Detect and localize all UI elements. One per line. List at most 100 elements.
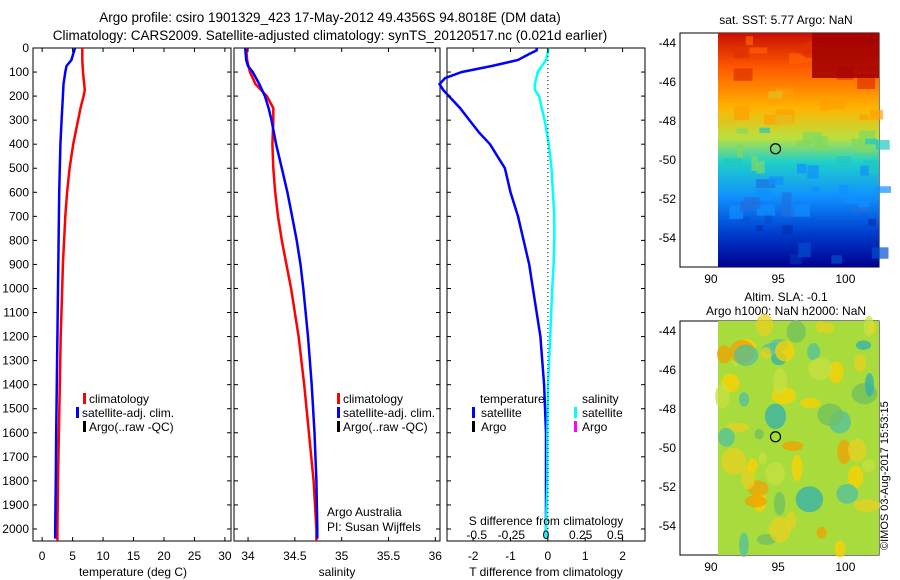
series-line-satellite-adj-clim- xyxy=(53,47,77,539)
map-pixel xyxy=(721,118,734,124)
sst-map-texture xyxy=(721,33,891,265)
map-pixel xyxy=(836,156,852,166)
map-blob xyxy=(775,340,795,362)
map-pixel xyxy=(756,225,763,232)
y-tick-label: 100 xyxy=(9,65,29,79)
map-pixel xyxy=(741,201,761,209)
y-tick-label: 400 xyxy=(9,137,29,151)
map-pixel xyxy=(796,140,812,147)
y-tick-label: 1800 xyxy=(2,474,29,488)
y-tick-label: 300 xyxy=(9,113,29,127)
legend-swatch-sal-satellite xyxy=(574,407,577,418)
x-tick-label: 0 xyxy=(39,549,46,563)
temperature-legend: climatology satellite-adj. clim. Argo(..… xyxy=(76,392,174,434)
map-x-tick-label: 90 xyxy=(704,272,718,286)
map-pixel xyxy=(768,91,783,99)
x-tick-label: 0 xyxy=(545,549,552,563)
map-y-tick-label: -46 xyxy=(659,75,677,89)
map-blob xyxy=(715,384,730,409)
map-pixel xyxy=(775,115,793,127)
map-pixel xyxy=(733,51,744,57)
map-x-tick-label: 100 xyxy=(835,560,855,574)
salinity-axes xyxy=(233,47,441,542)
x-tick-label: 1 xyxy=(582,549,589,563)
legend-label-argo: Argo(..raw -QC) xyxy=(89,420,174,434)
map-blob xyxy=(754,428,764,440)
salinity-annotation-line2: PI: Susan Wijffels xyxy=(327,520,421,534)
difference-axes xyxy=(446,47,646,542)
legend-header-salinity: salinity xyxy=(582,392,619,406)
legend-swatch-climatology xyxy=(337,393,340,404)
map-pixel xyxy=(756,179,776,188)
map-y-tick-label: -50 xyxy=(659,441,677,455)
map-blob xyxy=(747,458,758,473)
map-blob xyxy=(786,320,806,343)
salinity-series-layer xyxy=(243,47,319,541)
map-y-tick-label: -52 xyxy=(659,480,677,494)
x-tick-label: 2 xyxy=(619,549,626,563)
y-tick-label: 2000 xyxy=(2,522,29,536)
map-y-tick-label: -46 xyxy=(659,363,677,377)
map-blob xyxy=(744,495,767,508)
y-tick-label: 600 xyxy=(9,185,29,199)
map-blob xyxy=(821,322,835,334)
map-pixel xyxy=(763,114,781,125)
x-tick-label: -1 xyxy=(505,549,516,563)
map-pixel xyxy=(858,200,870,211)
map-blob xyxy=(853,499,881,512)
map-blob xyxy=(781,441,804,451)
map-pixel xyxy=(737,144,744,158)
map-pixel xyxy=(764,214,772,225)
map-y-tick-label: -54 xyxy=(659,519,677,533)
map-blob xyxy=(808,357,833,381)
map-pixel xyxy=(831,255,842,264)
legend-label-temp-argo: Argo xyxy=(481,420,507,434)
map-blob xyxy=(725,422,750,433)
map-blob xyxy=(773,491,786,516)
map-pixel xyxy=(789,53,803,65)
map-pixel xyxy=(858,143,874,153)
map-x-tick-label: 95 xyxy=(771,272,785,286)
salinity-legend: climatology satellite-adj. clim. Argo(..… xyxy=(337,392,435,434)
map-blob xyxy=(862,459,876,473)
map-x-tick-label: 95 xyxy=(771,560,785,574)
y-tick-label: 1400 xyxy=(2,378,29,392)
map-pixel xyxy=(733,68,753,81)
legend-swatch-satellite xyxy=(337,407,340,418)
map-pixel xyxy=(851,138,862,147)
map-pixel xyxy=(825,100,846,110)
map-blob xyxy=(848,438,867,462)
map-blob xyxy=(721,447,747,475)
x-tick-label: 34.5 xyxy=(283,549,307,563)
map-y-tick-label: -44 xyxy=(659,324,677,338)
map-pixel xyxy=(859,114,869,121)
y-tick-label: 200 xyxy=(9,89,29,103)
map-pixel xyxy=(844,197,859,204)
legend-swatch-sal-argo xyxy=(574,421,577,432)
map-blob xyxy=(738,392,750,407)
x-tick-label: 25 xyxy=(188,549,202,563)
legend-swatch-temp-satellite xyxy=(472,407,475,418)
map-pixel xyxy=(768,176,784,186)
y-tick-label: 500 xyxy=(9,161,29,175)
x-tick-label: 35.5 xyxy=(377,549,401,563)
map-blob xyxy=(769,517,791,543)
map-x-tick-label: 100 xyxy=(835,272,855,286)
y-tick-label: 1200 xyxy=(2,330,29,344)
map-pixel xyxy=(869,110,883,120)
map-blob xyxy=(864,372,875,397)
sla-argo-marker xyxy=(769,431,782,443)
map-blob xyxy=(760,347,772,359)
x-tick-label: 20 xyxy=(157,549,171,563)
map-pixel xyxy=(868,218,876,227)
map-pixel xyxy=(820,97,828,111)
map-blob xyxy=(758,452,767,465)
figure-title-line2: Climatology: CARS2009. Satellite-adjuste… xyxy=(52,28,608,43)
map-y-tick-label: -54 xyxy=(659,231,677,245)
legend-label-satellite: satellite-adj. clim. xyxy=(82,406,174,420)
map-pixel xyxy=(839,184,849,195)
map-pixel xyxy=(782,225,793,235)
sst-map xyxy=(679,32,891,268)
y-tick-label: 1500 xyxy=(2,402,29,416)
